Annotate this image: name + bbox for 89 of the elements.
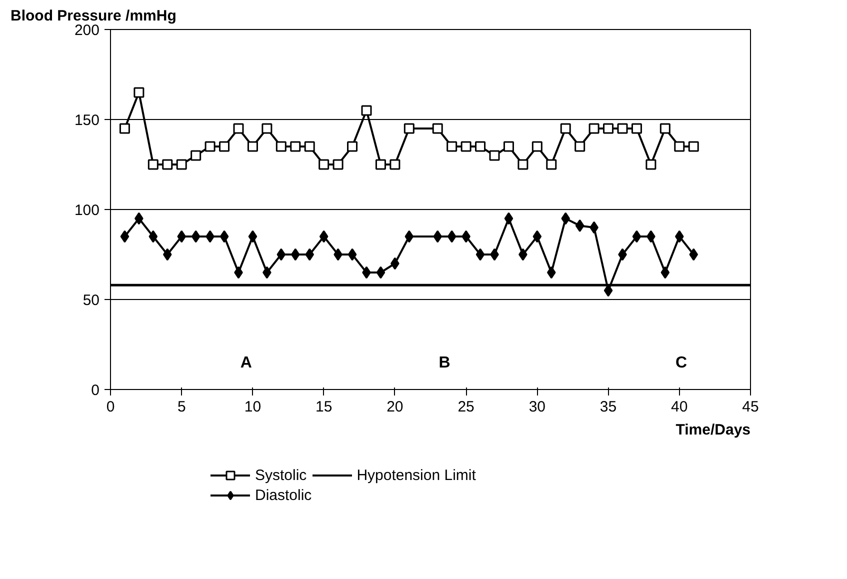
y-tick-label: 50 (82, 292, 100, 309)
point (631, 123, 642, 134)
point (120, 230, 130, 243)
point (489, 150, 500, 161)
point (247, 141, 258, 152)
x-tick-label: 45 (742, 398, 759, 416)
point (347, 141, 358, 152)
point (276, 248, 286, 261)
legend-label: Hypotension Limit (356, 466, 476, 484)
point (588, 123, 600, 134)
legend-label: Diastolic (255, 486, 312, 504)
point (532, 230, 542, 243)
point (290, 141, 301, 152)
annotation: A (240, 354, 252, 372)
legend-label: Systolic (255, 466, 307, 484)
point (190, 150, 202, 161)
point (476, 248, 485, 261)
point (390, 159, 400, 170)
point (375, 159, 386, 170)
point (546, 159, 557, 170)
point (503, 141, 514, 152)
annotation: B (438, 354, 450, 372)
point (689, 248, 698, 261)
point (460, 141, 472, 152)
point (617, 123, 628, 134)
point (546, 266, 556, 279)
point (319, 230, 328, 243)
y-tick-label: 200 (74, 22, 100, 39)
point (332, 159, 344, 170)
point (148, 159, 158, 170)
point (176, 159, 187, 170)
point (134, 87, 144, 98)
x-tick-label: 40 (671, 398, 688, 416)
point (447, 230, 456, 243)
point (361, 105, 372, 116)
point (276, 141, 286, 152)
point (446, 141, 458, 152)
point (575, 219, 584, 232)
point (148, 230, 158, 243)
point (348, 248, 357, 261)
y-tick-label: 0 (91, 382, 100, 399)
point (632, 230, 642, 243)
point (674, 230, 684, 243)
point (376, 266, 386, 279)
point (248, 230, 258, 243)
y-axis-title: Blood Pressure /mmHg (10, 8, 176, 24)
point (204, 141, 216, 152)
point (219, 141, 230, 152)
x-axis-title: Time/Days (676, 422, 750, 438)
point (262, 123, 272, 134)
point (504, 212, 514, 225)
x-tick-label: 15 (315, 398, 332, 416)
x-tick-label: 0 (106, 398, 115, 416)
point (162, 248, 172, 261)
x-tick-label: 30 (528, 398, 546, 416)
point (404, 123, 414, 134)
point (404, 230, 414, 243)
y-tick-label: 150 (74, 112, 100, 129)
point (233, 123, 244, 134)
x-tick-label: 35 (600, 398, 617, 416)
point (532, 141, 542, 152)
x-tick-label: 10 (244, 398, 262, 416)
point (603, 123, 614, 134)
point (561, 212, 570, 225)
point (220, 230, 229, 243)
point (560, 123, 571, 134)
point (660, 123, 670, 134)
point (646, 159, 656, 170)
annotation: C (676, 354, 688, 372)
point (318, 159, 330, 170)
point (475, 141, 486, 152)
point (119, 123, 130, 134)
point (688, 141, 699, 152)
y-tick-label: 100 (74, 202, 100, 219)
point (162, 159, 173, 170)
point (674, 141, 685, 152)
x-tick-label: 20 (386, 398, 404, 416)
point (191, 230, 200, 243)
point (660, 266, 670, 279)
x-tick-label: 25 (458, 398, 474, 416)
point (305, 248, 314, 261)
point (432, 123, 443, 134)
point (177, 230, 186, 243)
x-tick-label: 5 (177, 398, 186, 416)
point (574, 141, 586, 152)
point (518, 159, 528, 170)
point (304, 141, 315, 152)
point (433, 230, 442, 243)
point (290, 248, 300, 261)
